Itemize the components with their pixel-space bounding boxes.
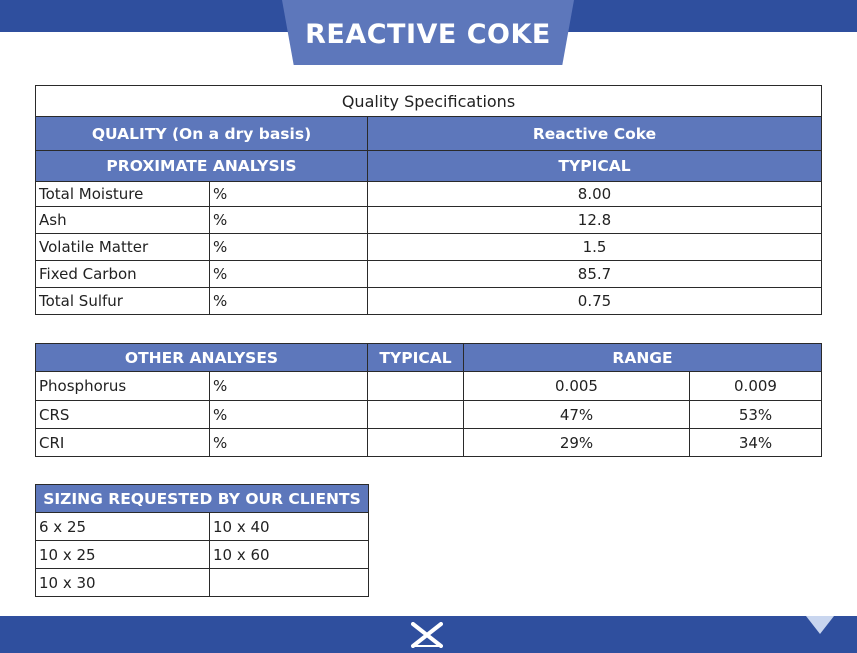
table-row: Total Moisture % 8.00 — [35, 181, 822, 207]
row-unit: % — [209, 287, 368, 315]
row-name: Ash — [35, 206, 210, 234]
header-row: QUALITY (On a dry basis) Reactive Coke — [35, 116, 822, 151]
row-unit: % — [209, 206, 368, 234]
row-typical — [367, 400, 464, 429]
row-unit: % — [209, 428, 368, 457]
row-range-min: 0.005 — [463, 371, 690, 401]
row-typical: 0.75 — [367, 287, 822, 315]
row-unit: % — [209, 400, 368, 429]
row-range-max: 34% — [689, 428, 822, 457]
table-row: Volatile Matter % 1.5 — [35, 233, 822, 261]
page-title: REACTIVE COKE — [305, 19, 551, 50]
row-name: CRI — [35, 428, 210, 457]
header-row: OTHER ANALYSES TYPICAL RANGE — [35, 343, 822, 372]
company-logo-icon — [411, 622, 443, 648]
table-row: CRI % 29% 34% — [35, 428, 822, 457]
section-header-row: PROXIMATE ANALYSIS TYPICAL — [35, 150, 822, 182]
typical-header: TYPICAL — [367, 343, 464, 372]
size-cell: 10 x 40 — [209, 512, 369, 541]
row-unit: % — [209, 260, 368, 288]
row-name: Fixed Carbon — [35, 260, 210, 288]
header-row: SIZING REQUESTED BY OUR CLIENTS — [35, 484, 369, 513]
size-cell: 10 x 30 — [35, 568, 210, 597]
sizing-header: SIZING REQUESTED BY OUR CLIENTS — [35, 484, 369, 513]
size-cell: 10 x 60 — [209, 540, 369, 569]
product-header: Reactive Coke — [367, 116, 822, 151]
size-cell: 10 x 25 — [35, 540, 210, 569]
table-row: 10 x 30 — [35, 568, 369, 597]
table-row: Fixed Carbon % 85.7 — [35, 260, 822, 288]
row-range-max: 0.009 — [689, 371, 822, 401]
row-unit: % — [209, 371, 368, 401]
table-row: 10 x 25 10 x 60 — [35, 540, 369, 569]
row-unit: % — [209, 233, 368, 261]
quality-header: QUALITY (On a dry basis) — [35, 116, 368, 151]
row-typical — [367, 428, 464, 457]
row-name: Volatile Matter — [35, 233, 210, 261]
table-row: 6 x 25 10 x 40 — [35, 512, 369, 541]
table-row: CRS % 47% 53% — [35, 400, 822, 429]
size-cell — [209, 568, 369, 597]
row-name: Total Sulfur — [35, 287, 210, 315]
row-unit: % — [209, 181, 368, 207]
typical-header: TYPICAL — [367, 150, 822, 182]
other-analyses-table: OTHER ANALYSES TYPICAL RANGE Phosphorus … — [35, 343, 822, 457]
other-analyses-header: OTHER ANALYSES — [35, 343, 368, 372]
sizing-table: SIZING REQUESTED BY OUR CLIENTS 6 x 25 1… — [35, 484, 369, 597]
row-typical: 85.7 — [367, 260, 822, 288]
row-range-min: 29% — [463, 428, 690, 457]
row-typical — [367, 371, 464, 401]
table-caption-row: Quality Specifications — [35, 85, 822, 117]
row-typical: 12.8 — [367, 206, 822, 234]
row-range-min: 47% — [463, 400, 690, 429]
title-tab: REACTIVE COKE — [282, 0, 574, 65]
row-typical: 8.00 — [367, 181, 822, 207]
row-name: Total Moisture — [35, 181, 210, 207]
table-row: Ash % 12.8 — [35, 206, 822, 234]
range-header: RANGE — [463, 343, 822, 372]
quality-spec-table: Quality Specifications QUALITY (On a dry… — [35, 85, 822, 315]
table-caption: Quality Specifications — [35, 85, 822, 117]
row-name: Phosphorus — [35, 371, 210, 401]
row-range-max: 53% — [689, 400, 822, 429]
table-row: Phosphorus % 0.005 0.009 — [35, 371, 822, 401]
table-row: Total Sulfur % 0.75 — [35, 287, 822, 315]
row-name: CRS — [35, 400, 210, 429]
row-typical: 1.5 — [367, 233, 822, 261]
size-cell: 6 x 25 — [35, 512, 210, 541]
proximate-header: PROXIMATE ANALYSIS — [35, 150, 368, 182]
